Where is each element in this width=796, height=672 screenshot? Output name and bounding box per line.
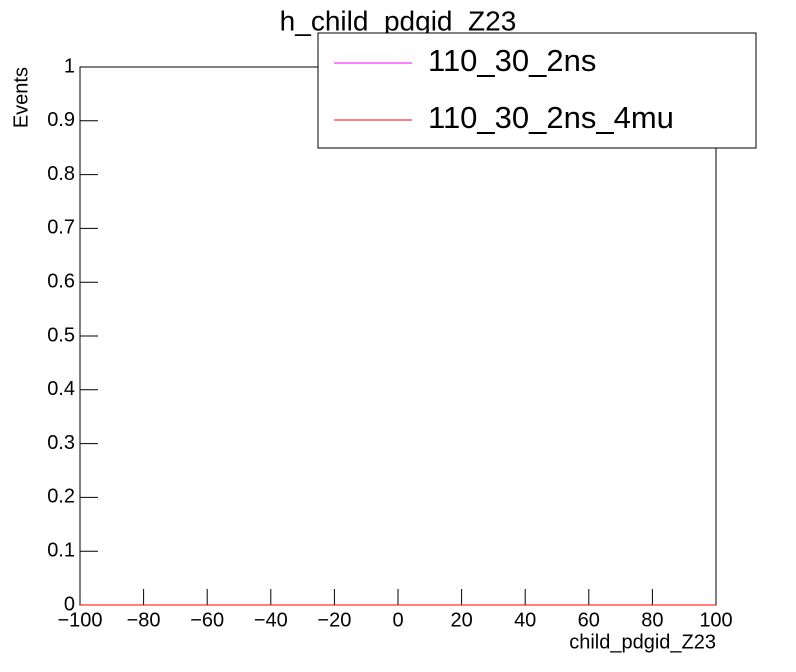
y-tick-label: 0.6 [47,270,75,292]
y-tick-label: 1 [64,55,75,77]
x-tick-label: 60 [578,609,600,631]
legend-box [317,32,757,149]
x-axis-label: child_pdgid_Z23 [569,631,716,653]
y-tick-label: 0.7 [47,217,75,239]
y-tick-label: 0.8 [47,163,75,185]
x-tick-label: −100 [57,609,102,631]
y-tick-label: 0.4 [47,378,75,400]
y-tick-label: 0.1 [47,539,75,561]
x-tick-label: 80 [641,609,663,631]
x-tick-label: 0 [392,609,403,631]
x-tick-label: 100 [699,609,732,631]
x-tick-label: −80 [127,609,161,631]
x-tick-label: 40 [514,609,536,631]
x-tick-label: −40 [254,609,288,631]
y-axis-label: Events [10,67,32,128]
y-tick-label: 0 [64,593,75,615]
x-tick-label: −20 [317,609,351,631]
y-tick-label: 0.2 [47,486,75,508]
chart-title: h_child_pdgid_Z23 [280,5,517,36]
y-tick-label: 0.9 [47,109,75,131]
y-tick-label: 0.3 [47,432,75,454]
y-tick-label: 0.5 [47,324,75,346]
legend-label: 110_30_2ns [428,43,596,78]
x-tick-label: 20 [450,609,472,631]
x-tick-label: −60 [190,609,224,631]
legend-label: 110_30_2ns_4mu [428,100,674,135]
